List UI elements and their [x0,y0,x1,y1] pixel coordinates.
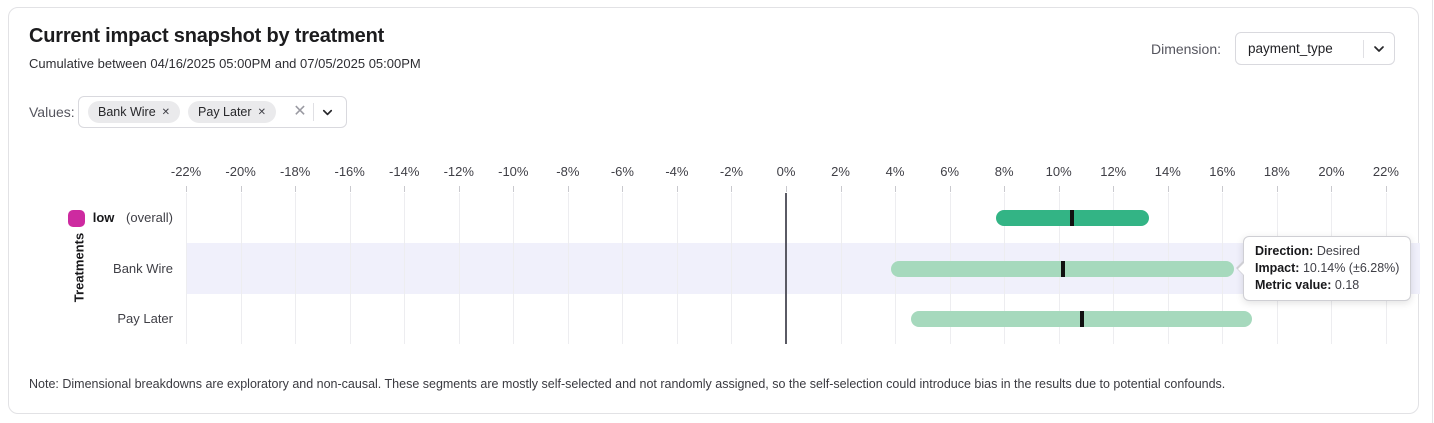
x-axis-tick-label: -12% [443,164,474,179]
x-axis-tick-label: -22% [170,164,202,179]
page-title: Current impact snapshot by treatment [29,25,385,47]
values-label: Values: [29,104,75,120]
x-axis-tick-label: -16% [334,164,365,179]
axis-tick-mark [567,186,569,192]
x-axis-tick-label: 12% [1100,164,1127,179]
dimension-selected-value: payment_type [1248,41,1333,56]
zero-axis-line [785,193,787,344]
filter-chip[interactable]: Bank Wire ✕ [88,101,181,123]
selected-values-chips: Bank Wire ✕ Pay Later ✕ [88,101,276,123]
x-axis-tick-label: 10% [1045,164,1072,179]
axis-tick-mark [1004,186,1006,192]
row-band [186,193,1420,243]
tooltip-direction-line: Direction: Desired [1255,244,1360,258]
row-label: low (overall) [29,209,173,227]
filter-chip-label: Bank Wire [98,105,156,119]
x-axis-tick-label: -4% [665,164,689,179]
x-axis-tick-label: 8% [994,164,1014,179]
tooltip-impact-line: Impact: 10.14% (±6.28%) [1255,261,1400,275]
x-axis-tick-label: -6% [610,164,634,179]
impact-center-tick [1070,210,1075,227]
gridline [458,193,460,344]
axis-tick-mark [295,186,297,192]
row-label-text: low [92,210,115,226]
footnote: Note: Dimensional breakdowns are explora… [29,377,1226,391]
gridline [622,193,624,344]
gridline [349,193,351,344]
x-axis-tick-label: 2% [831,164,850,179]
x-axis-tick-label: 16% [1209,164,1236,179]
axis-tick-mark [895,186,897,192]
x-axis-tick-label: 6% [940,164,960,179]
clear-all-icon[interactable]: ✕ [293,103,307,120]
axis-tick-mark [404,186,406,192]
divider [1363,39,1364,58]
x-axis-tick-label: 4% [885,164,905,179]
impact-snapshot-card: Current impact snapshot by treatment Cum… [8,7,1420,414]
row-label: Pay Later [29,310,173,328]
axis-tick-mark [786,186,787,192]
page-edge [1432,0,1433,423]
x-axis-tick-label: 18% [1263,164,1290,179]
axis-tick-mark [1222,186,1224,192]
dimension-select[interactable]: payment_type [1235,32,1395,65]
x-axis-tick-label: -18% [279,164,311,179]
gridline [731,193,733,344]
gridline [240,193,242,344]
chip-remove-icon[interactable]: ✕ [161,106,171,118]
axis-tick-mark [513,186,515,192]
x-axis-tick-label: 0% [776,164,796,179]
axis-tick-mark [458,186,460,192]
x-axis-tick-label: -8% [556,164,580,179]
x-axis-tick-label: 22% [1372,164,1399,179]
legend-swatch [67,209,85,227]
x-axis-tick-label: 20% [1318,164,1345,179]
x-axis-tick-label: 14% [1154,164,1181,179]
axis-tick-mark [186,186,188,192]
divider [313,103,314,121]
axis-tick-mark [240,186,242,192]
gridline [513,193,515,344]
plot-area: -22% -20% -18% -16% -14% -12% -10% -8% -6% -4% -2%… [171,164,1420,344]
filter-chip-label: Pay Later [198,105,252,119]
chevron-down-icon[interactable] [314,105,340,120]
tooltip-metric-line: Metric value: 0.18 [1255,278,1360,292]
x-axis-tick-label: -20% [225,164,256,179]
axis-tick-mark [840,186,842,192]
axis-tick-mark [731,186,733,192]
row-label-text: Pay Later [117,310,173,326]
filter-chip[interactable]: Pay Later ✕ [188,101,276,123]
axis-tick-mark [622,186,624,192]
tooltip: Direction: Desired Impact: 10.14% (±6.28… [1235,236,1412,301]
axis-tick-mark [949,186,951,192]
dimension-label: Dimension: [1150,41,1221,57]
x-axis-tick-label: -2% [719,164,744,179]
gridline [567,193,569,344]
gridline [295,193,297,344]
row-label-text: Bank Wire [113,260,173,276]
x-axis-tick-label: -10% [498,164,529,179]
axis-tick-mark [349,186,351,192]
gridline [404,193,406,344]
chevron-down-icon[interactable] [1364,41,1394,57]
axis-tick-mark [1167,186,1169,192]
axis-tick-mark [1331,186,1333,192]
x-axis-tick-label: -14% [389,164,420,179]
values-multiselect[interactable]: Bank Wire ✕ Pay Later ✕ ✕ [78,96,347,128]
axis-tick-mark [1276,186,1278,192]
gridline [676,193,678,344]
impact-center-tick [1060,260,1065,277]
row-label: Bank Wire [29,260,173,278]
axis-tick-mark [1058,186,1060,192]
row-label-suffix: (overall) [122,210,173,226]
axis-tick-mark [1385,186,1387,192]
gridline [840,193,842,344]
impact-center-tick [1079,310,1084,327]
date-range-subtitle: Cumulative between 04/16/2025 05:00PM an… [29,56,421,71]
gridline [186,193,188,344]
axis-tick-mark [1113,186,1115,192]
axis-tick-mark [676,186,678,192]
chip-remove-icon[interactable]: ✕ [257,106,266,118]
